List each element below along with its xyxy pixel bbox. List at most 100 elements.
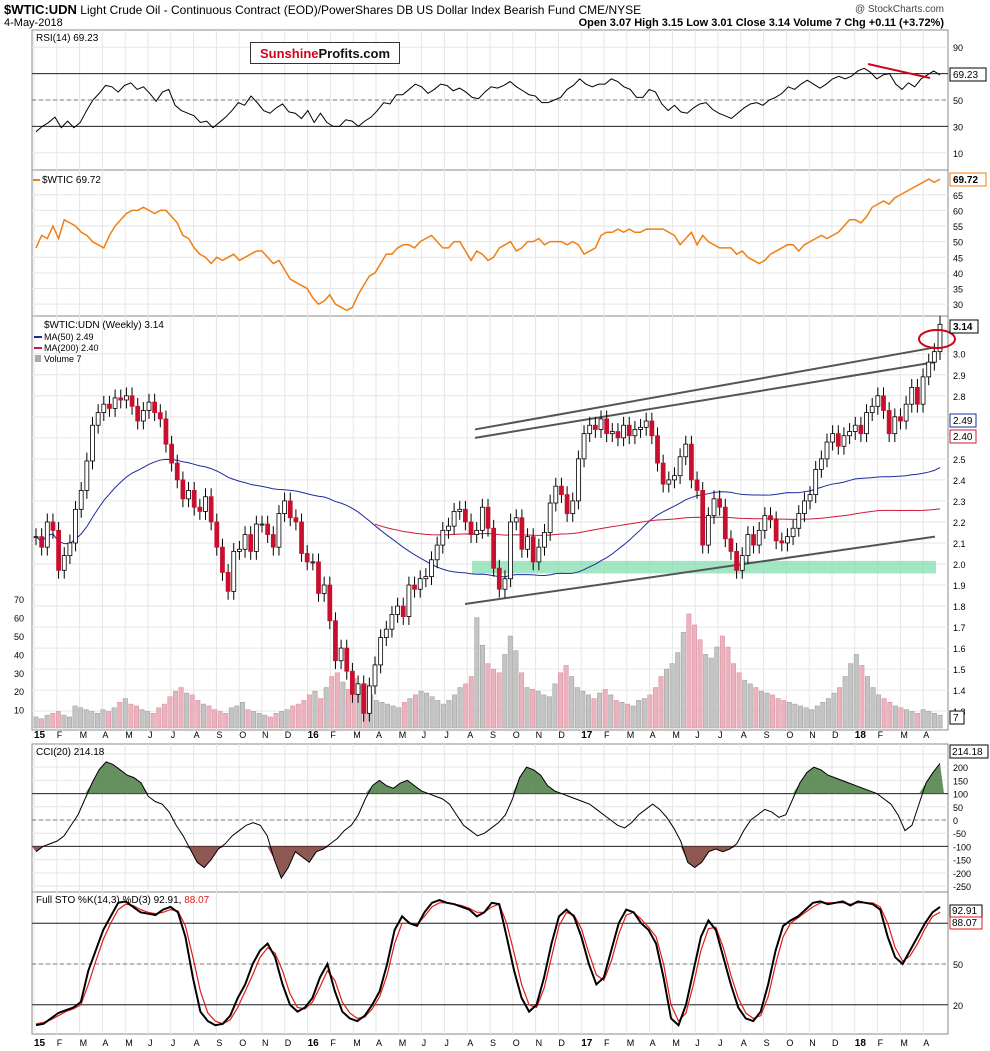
candle-body xyxy=(140,410,146,422)
candle-body xyxy=(270,534,276,548)
volume-bar xyxy=(44,714,50,729)
volume-bar xyxy=(61,714,67,729)
volume-bar xyxy=(463,683,469,729)
volume-bar xyxy=(909,711,915,729)
candle-body xyxy=(50,521,56,531)
candle-body xyxy=(434,544,440,561)
volume-bar xyxy=(340,681,346,729)
candle-body xyxy=(756,529,762,546)
x-tick-label-bottom: M xyxy=(900,1038,908,1048)
sto-d-last-value: 88.07 xyxy=(952,918,977,929)
volume-bar xyxy=(440,703,446,729)
volume-bar xyxy=(809,709,815,729)
volume-bar xyxy=(904,709,909,729)
candle-body xyxy=(423,576,429,580)
sunshine-profits-logo: Sunshine Profits.com xyxy=(250,42,400,64)
volume-tick-label: 30 xyxy=(14,669,24,679)
candle-body xyxy=(892,416,898,435)
volume-bar xyxy=(133,705,139,729)
x-tick-label: O xyxy=(786,730,793,740)
y-tick-label: 65 xyxy=(953,191,963,201)
candle-body xyxy=(468,521,474,535)
axis-labels: 15 15 F F M M A A M M J J J J A A S S O O N N D D 16 16 F F M M A A M M J J… xyxy=(14,43,971,1049)
volume-bar xyxy=(290,705,296,729)
volume-bar xyxy=(647,694,653,729)
sto-title-d: 88.07 xyxy=(184,895,209,906)
candle-body xyxy=(152,401,158,414)
volume-bar xyxy=(424,692,430,729)
candle-body xyxy=(779,540,785,544)
volume-bar xyxy=(89,711,95,729)
candle-body xyxy=(559,485,564,496)
volume-bar xyxy=(775,698,781,729)
volume-bar xyxy=(206,705,212,729)
x-tick-label: 18 xyxy=(855,730,867,741)
x-tick-label: M xyxy=(627,730,635,740)
x-tick-label-bottom: N xyxy=(809,1038,816,1048)
candle-body xyxy=(649,420,655,437)
candle-body xyxy=(745,534,751,556)
logo-part-profits: Profits.com xyxy=(318,45,391,61)
x-tick-label-bottom: 15 xyxy=(34,1038,46,1049)
candle-body xyxy=(666,479,672,485)
candle-body xyxy=(818,458,824,470)
candle-body xyxy=(361,683,367,714)
x-tick-label: J xyxy=(718,730,723,740)
candle-body xyxy=(327,584,333,622)
x-tick-label-bottom: D xyxy=(285,1038,292,1048)
cci-overbought-fill xyxy=(32,761,944,794)
volume-tick-label: 60 xyxy=(14,614,24,624)
x-tick-label-bottom: F xyxy=(330,1038,336,1048)
x-tick-label: J xyxy=(422,730,427,740)
x-tick-label: A xyxy=(467,730,473,740)
volume-bar xyxy=(452,694,457,729)
breakout-circle xyxy=(918,329,956,350)
y-tick-label: 55 xyxy=(953,222,963,232)
volume-bar xyxy=(212,709,218,729)
volume-bar xyxy=(848,663,854,729)
ma50-last-value: 2.49 xyxy=(953,416,973,427)
x-tick-label: M xyxy=(125,730,133,740)
x-tick-label-bottom: S xyxy=(764,1038,770,1048)
candle-body xyxy=(299,521,304,554)
candle-body xyxy=(333,620,338,662)
volume-bar xyxy=(401,701,407,729)
candle-body xyxy=(773,519,779,542)
volume-bar xyxy=(167,696,173,729)
volume-bar xyxy=(764,692,770,729)
candle-body xyxy=(592,424,598,430)
candle-body xyxy=(626,424,632,437)
candle-body xyxy=(508,521,513,580)
candle-body xyxy=(242,534,248,550)
trend-channel-line xyxy=(474,361,936,439)
x-tick-label: S xyxy=(490,730,496,740)
volume-last-value: 7 xyxy=(953,713,959,724)
x-tick-label: O xyxy=(239,730,246,740)
candle-body xyxy=(530,536,536,563)
candle-body xyxy=(790,527,796,538)
volume-bar xyxy=(111,707,117,729)
candle-body xyxy=(429,559,434,578)
candle-body xyxy=(372,664,378,687)
volume-bar xyxy=(613,700,619,729)
volume-bar xyxy=(150,713,156,729)
volume-bar xyxy=(831,692,837,729)
candle-body xyxy=(632,429,638,437)
volume-bar xyxy=(39,718,45,729)
volume-bar xyxy=(435,700,441,729)
wtic-line xyxy=(35,178,941,312)
candle-body xyxy=(417,578,423,590)
volume-bar xyxy=(334,672,340,729)
candle-body xyxy=(638,426,643,430)
candle-body xyxy=(881,395,886,411)
volume-bar xyxy=(546,696,552,729)
candle-body xyxy=(446,525,451,531)
sto-d-last-tag xyxy=(949,916,983,930)
volume-bar xyxy=(680,632,686,729)
volume-bar xyxy=(156,707,162,729)
volume-bar xyxy=(881,698,887,729)
candle-body xyxy=(129,395,135,407)
candle-body xyxy=(400,605,406,617)
volume-tick-label: 10 xyxy=(14,706,24,716)
y-tick-label: -50 xyxy=(953,829,966,839)
